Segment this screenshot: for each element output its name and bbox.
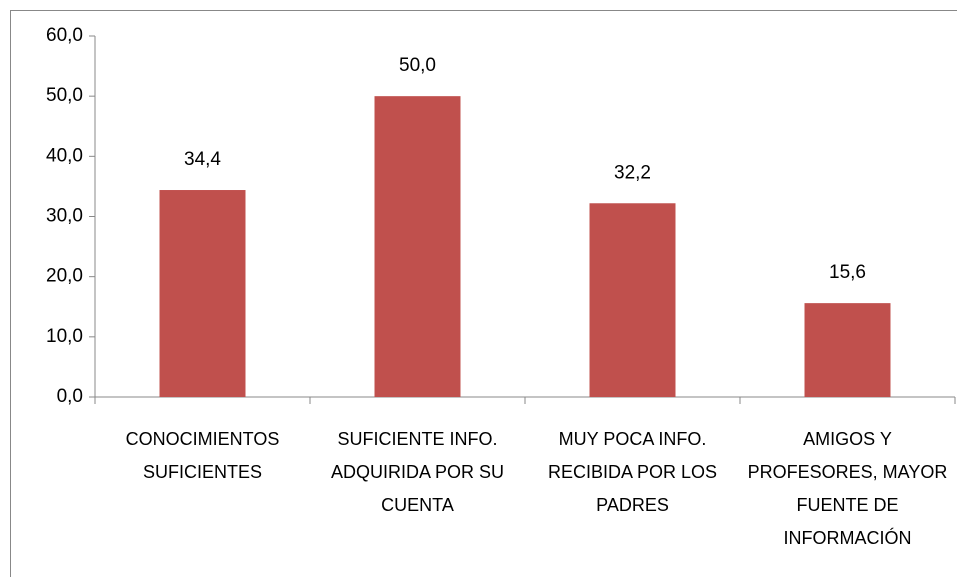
- y-tick-label: 20,0: [46, 266, 83, 287]
- data-label: 34,4: [184, 149, 221, 170]
- x-tick-label: SUFICIENTE INFO. ADQUIRIDA POR SU CUENTA: [330, 429, 505, 515]
- x-tick-label: MUY POCA INFO. RECIBIDA POR LOS PADRES: [547, 429, 718, 515]
- y-tick-label: 30,0: [46, 206, 83, 227]
- bar: [374, 96, 461, 398]
- bar: [159, 190, 246, 397]
- chart-border: [10, 10, 957, 577]
- data-label: 50,0: [399, 55, 436, 76]
- y-tick-label: 10,0: [46, 326, 83, 347]
- y-tick-label: 0,0: [57, 386, 83, 407]
- y-tick-label: 60,0: [46, 25, 83, 46]
- y-tick-label: 40,0: [46, 145, 83, 166]
- data-label: 15,6: [829, 262, 866, 283]
- bar: [804, 303, 891, 397]
- bar: [589, 203, 676, 397]
- y-tick-label: 50,0: [46, 85, 83, 106]
- x-tick-label: CONOCIMIENTOS SUFICIENTES: [125, 429, 280, 482]
- x-tick-label: AMIGOS Y PROFESORES, MAYOR FUENTE DE INF…: [747, 429, 948, 548]
- data-label: 32,2: [614, 162, 651, 183]
